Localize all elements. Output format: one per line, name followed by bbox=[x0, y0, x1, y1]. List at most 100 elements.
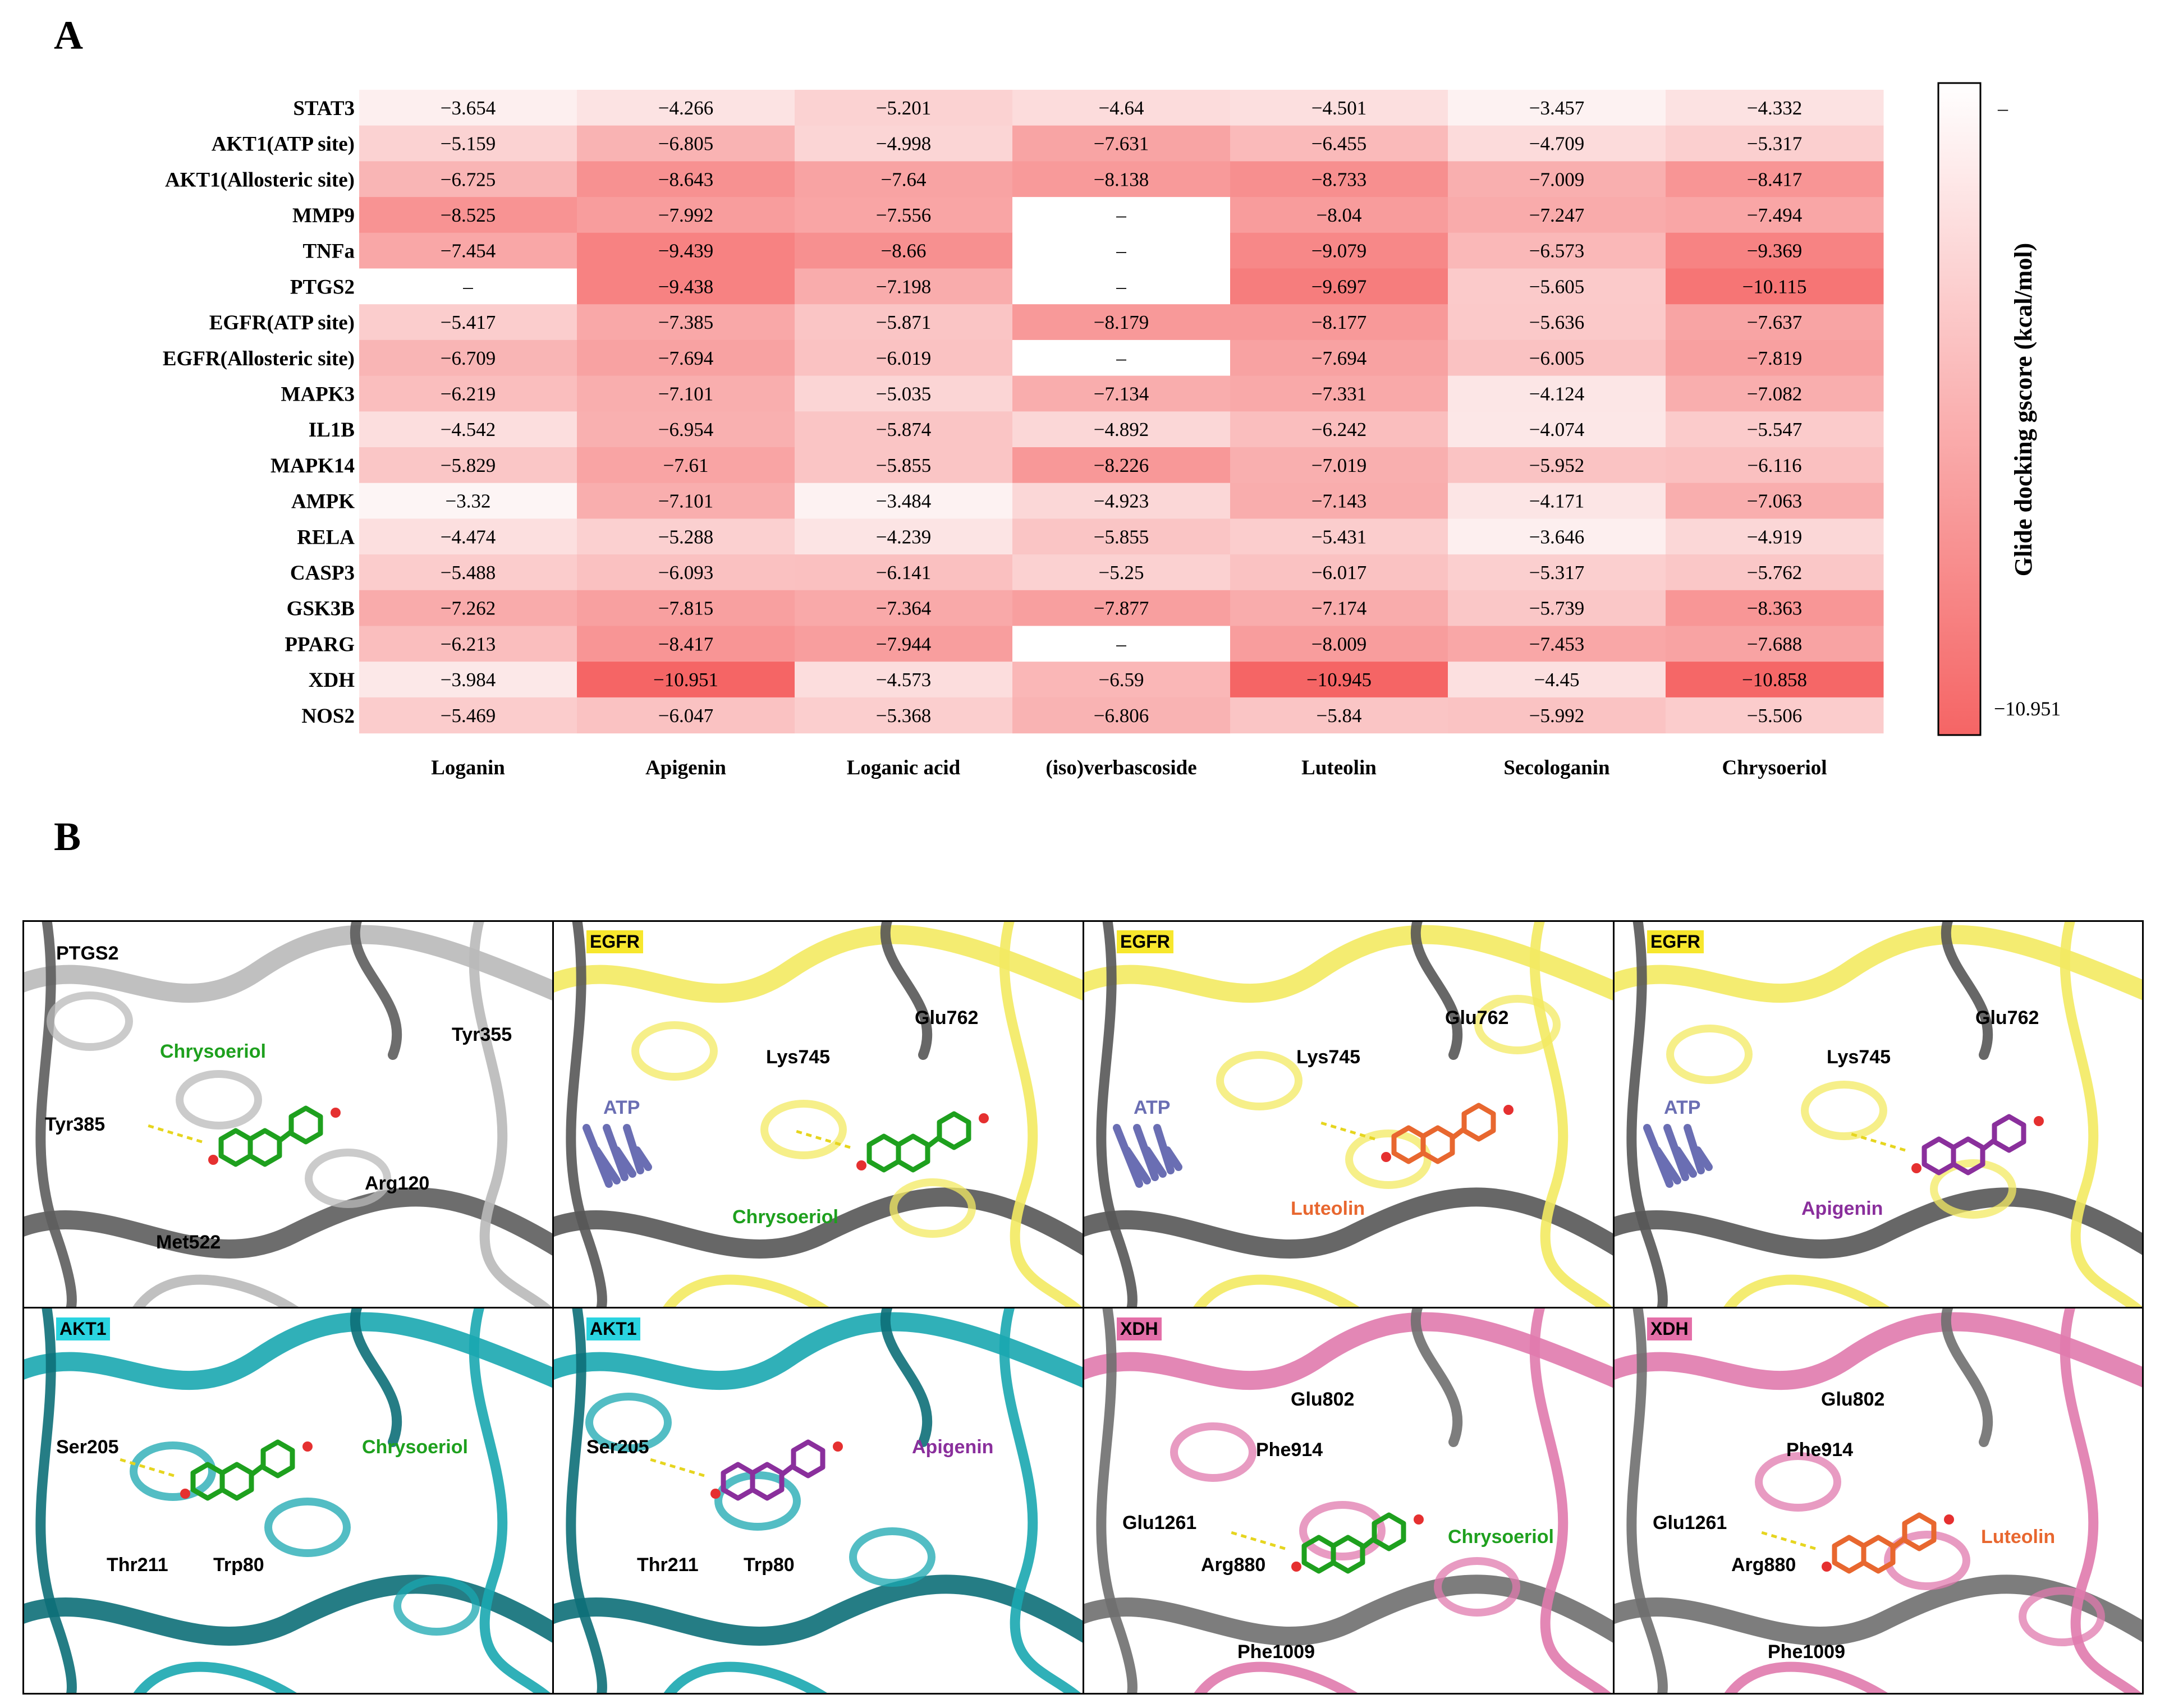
column-label: Luteolin bbox=[1301, 756, 1377, 779]
row-label: MMP9 bbox=[292, 204, 355, 227]
heatmap-cell bbox=[795, 375, 1013, 412]
cell-value: −7.631 bbox=[1094, 133, 1149, 155]
ribbon-segment bbox=[662, 1661, 830, 1695]
cell-value: −5.829 bbox=[441, 454, 496, 476]
cell-value: −4.709 bbox=[1529, 133, 1585, 155]
bond bbox=[1981, 1138, 1996, 1151]
cell-value: −6.019 bbox=[876, 347, 932, 369]
cell-value: −5.84 bbox=[1317, 705, 1362, 727]
heatmap-cell bbox=[1448, 197, 1666, 233]
cell-value: −5.636 bbox=[1529, 311, 1585, 333]
oxygen-atom bbox=[1291, 1562, 1301, 1572]
hbond-dash bbox=[117, 1457, 175, 1477]
cell-value: −6.213 bbox=[441, 633, 496, 655]
tile-akt1-apigenin: AKT1 Ser205 Apigenin Thr211 Trp80 bbox=[553, 1307, 1083, 1695]
residue-label: Lys745 bbox=[1827, 1046, 1891, 1068]
ring bbox=[247, 1128, 282, 1167]
helix-turn bbox=[305, 1149, 391, 1208]
ribbon-segment bbox=[2060, 920, 2144, 1307]
cell-value: −5.25 bbox=[1099, 562, 1144, 584]
ring bbox=[1420, 1125, 1455, 1164]
heatmap-cell bbox=[577, 375, 795, 412]
row-label: EGFR(Allosteric site) bbox=[163, 347, 355, 370]
heatmap-cell bbox=[795, 626, 1013, 662]
row-label: EGFR(ATP site) bbox=[209, 311, 355, 334]
ring bbox=[219, 1462, 254, 1501]
column-label: Loganic acid bbox=[847, 756, 961, 779]
heatmap-cell bbox=[1230, 518, 1448, 555]
panel-a-letter: A bbox=[54, 13, 83, 58]
cell-value: −7.453 bbox=[1529, 633, 1585, 655]
cell-value: −6.141 bbox=[876, 562, 932, 584]
heatmap-cell bbox=[1230, 447, 1448, 484]
cell-value: −4.074 bbox=[1529, 419, 1585, 440]
ribbon-segment bbox=[469, 1307, 553, 1695]
cell-value: – bbox=[462, 276, 473, 297]
hbond-dash bbox=[648, 1457, 705, 1477]
cell-value: −3.484 bbox=[876, 490, 932, 512]
ribbon-segment bbox=[1613, 925, 2144, 1003]
residue-label: Phe1009 bbox=[1237, 1641, 1315, 1663]
heatmap-cell bbox=[1012, 161, 1231, 198]
helix-turn bbox=[130, 1441, 216, 1501]
protein-ribbon bbox=[1083, 1307, 1613, 1695]
cell-value: −5.874 bbox=[876, 419, 932, 440]
cell-value: −6.005 bbox=[1529, 347, 1585, 369]
atp-bond bbox=[593, 1146, 621, 1184]
heatmap-cell bbox=[1230, 697, 1448, 734]
ring bbox=[1372, 1512, 1406, 1551]
helix-turn bbox=[1345, 1130, 1432, 1189]
cell-value: −7.556 bbox=[876, 204, 932, 226]
heatmap-cell bbox=[1666, 590, 1884, 626]
ribbon-segment bbox=[22, 1187, 553, 1259]
cell-value: −9.438 bbox=[658, 276, 714, 297]
heatmap-cell bbox=[795, 339, 1013, 377]
ring bbox=[866, 1133, 901, 1173]
helix-turn bbox=[585, 1393, 672, 1452]
cell-value: −4.923 bbox=[1094, 490, 1149, 512]
cell-value: −5.762 bbox=[1747, 562, 1803, 584]
ribbon-segment bbox=[662, 1274, 830, 1307]
residue-label: Arg880 bbox=[1201, 1554, 1266, 1576]
atp-sticks bbox=[1113, 1124, 1182, 1188]
cell-value: −8.525 bbox=[441, 204, 496, 226]
heatmap-cell bbox=[1012, 90, 1231, 126]
oxygen-atom bbox=[2034, 1116, 2044, 1126]
heatmap-cell bbox=[359, 304, 577, 341]
cell-value: −7.944 bbox=[876, 633, 932, 655]
column-label: Apigenin bbox=[645, 756, 726, 779]
cell-value: −7.082 bbox=[1747, 383, 1803, 405]
panel-b-letter: B bbox=[54, 814, 81, 859]
heatmap-cell bbox=[577, 626, 795, 662]
heatmap-cell bbox=[795, 268, 1013, 305]
heatmap-cell bbox=[359, 518, 577, 555]
heatmap-cell bbox=[359, 662, 577, 698]
column-label: (iso)verbascoside bbox=[1045, 756, 1196, 779]
cell-value: −9.369 bbox=[1747, 240, 1803, 262]
ribbon-segment bbox=[1941, 1307, 1993, 1447]
oxygen-atom bbox=[302, 1441, 313, 1452]
heatmap-cell bbox=[1448, 662, 1666, 698]
protein-tag: EGFR bbox=[586, 930, 643, 953]
heatmap-cell bbox=[1230, 268, 1448, 305]
heatmap-cell bbox=[577, 662, 795, 698]
cell-value: −5.547 bbox=[1747, 419, 1803, 440]
heatmap-cell bbox=[359, 411, 577, 448]
tile-ptgs2-chrysoeriol: PTGS2 Chrysoeriol Tyr355 Tyr385 Arg120 Met522 bbox=[22, 920, 553, 1307]
heatmap-cell bbox=[359, 268, 577, 305]
cell-value: – bbox=[1116, 204, 1126, 226]
ligand-sticks bbox=[1381, 1103, 1514, 1164]
cell-value: −10.951 bbox=[653, 669, 718, 691]
heatmap-cell bbox=[795, 518, 1013, 555]
residue-label: PTGS2 bbox=[56, 943, 119, 964]
heatmap-cell bbox=[1448, 268, 1666, 305]
cell-value: −5.159 bbox=[441, 133, 496, 155]
oxygen-atom bbox=[1381, 1152, 1391, 1162]
cell-value: −8.417 bbox=[1747, 168, 1803, 190]
bond bbox=[1361, 1536, 1376, 1550]
cell-value: −4.124 bbox=[1529, 383, 1585, 405]
row-label: MAPK14 bbox=[270, 454, 355, 477]
oxygen-atom bbox=[1911, 1163, 1921, 1173]
ring bbox=[260, 1439, 295, 1479]
cell-value: −8.138 bbox=[1094, 168, 1149, 190]
